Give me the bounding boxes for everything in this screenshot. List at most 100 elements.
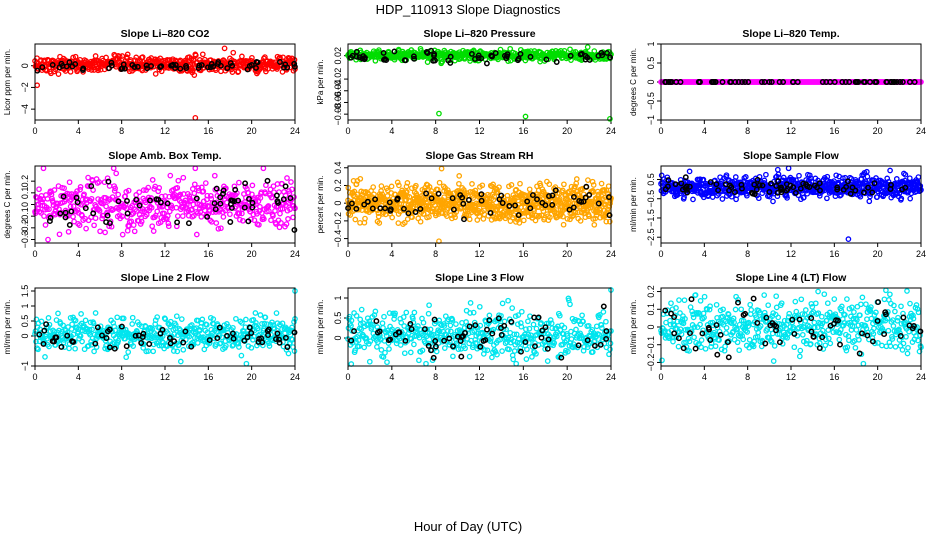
data-point [78,311,84,317]
data-point [591,221,598,228]
data-point [191,190,198,197]
x-tick-label: 0 [32,372,37,382]
data-point [123,354,130,361]
data-point [110,165,117,172]
y-tick-label: 0.5 [646,173,656,186]
data-point [291,60,298,67]
data-point [411,341,417,348]
data-point [243,316,249,323]
series-subset [348,47,614,67]
x-tick-label: 8 [433,249,438,259]
data-point [511,348,518,354]
data-point [515,55,522,62]
data-point [763,171,769,178]
y-tick-label: −0.08 [333,103,343,126]
data-point [157,330,164,337]
data-point [584,44,591,50]
y-tick-label: 1 [646,41,656,46]
data-point [686,168,693,175]
panel-title: Slope Amb. Box Temp. [108,150,221,162]
data-point [517,50,524,57]
x-tick-label: 12 [786,126,796,136]
data-point [505,297,511,304]
data-point [235,68,242,75]
data-point [95,67,101,74]
data-point [124,51,131,58]
data-point [567,52,574,59]
x-tick-label: 16 [518,372,528,382]
data-point [358,306,365,313]
data-point [227,211,233,218]
data-point [595,52,602,59]
data-point [149,177,156,183]
y-tick-label: 0.5 [20,315,30,328]
data-point [177,65,184,72]
data-point [567,46,573,53]
outlier-point [522,113,529,120]
data-point [907,195,914,202]
x-tick-label: 12 [160,126,170,136]
data-point [113,170,120,177]
data-point [166,57,173,63]
data-point [583,183,590,190]
x-tick-label: 12 [474,126,484,136]
data-point [380,49,387,56]
data-point [124,197,130,204]
data-point [43,321,50,328]
data-point [129,321,136,327]
y-axis-label: kPa per min. [316,60,325,105]
outlier-point [230,49,237,56]
data-point [499,348,505,354]
data-point [770,198,776,205]
data-point [125,349,132,355]
data-point [285,216,291,222]
data-point [173,313,180,320]
y-axis-label: Licor ppm per min. [3,49,12,115]
data-point [513,360,520,367]
data-point [262,65,269,72]
plot-frame [34,43,296,121]
data-point [213,220,220,226]
data-point [123,343,130,350]
data-point [402,57,409,64]
data-point [202,180,209,186]
data-point [58,343,65,350]
x-tick-label: 24 [290,372,300,382]
data-point [407,349,414,356]
y-tick-label: −2 [20,82,30,92]
data-point [456,180,462,187]
data-point [39,199,45,205]
series-all [658,165,924,205]
data-point [893,176,900,182]
outlier-point [845,236,852,242]
data-point [66,179,73,186]
data-point [72,345,78,352]
y-tick-label: −1.5 [646,209,656,227]
data-point [198,62,205,69]
x-tick-label: 8 [119,249,124,259]
data-point [591,48,598,54]
data-point [253,58,260,65]
data-point [435,190,442,197]
data-point [264,177,271,184]
data-point [357,219,363,226]
data-point [91,222,97,229]
data-point [381,56,388,63]
x-tick-label: 16 [203,249,213,259]
data-point [180,174,187,181]
data-point [586,191,593,198]
data-point [696,79,703,85]
data-point [45,315,52,321]
data-point [184,68,191,74]
panel-title: Slope Line 2 Flow [121,272,211,284]
x-tick-label: 4 [389,249,394,259]
data-point [124,210,131,217]
data-point [428,47,435,54]
data-point [735,79,742,85]
data-point [745,79,752,85]
data-point [824,195,830,202]
data-point [430,57,437,64]
data-point [846,79,853,85]
